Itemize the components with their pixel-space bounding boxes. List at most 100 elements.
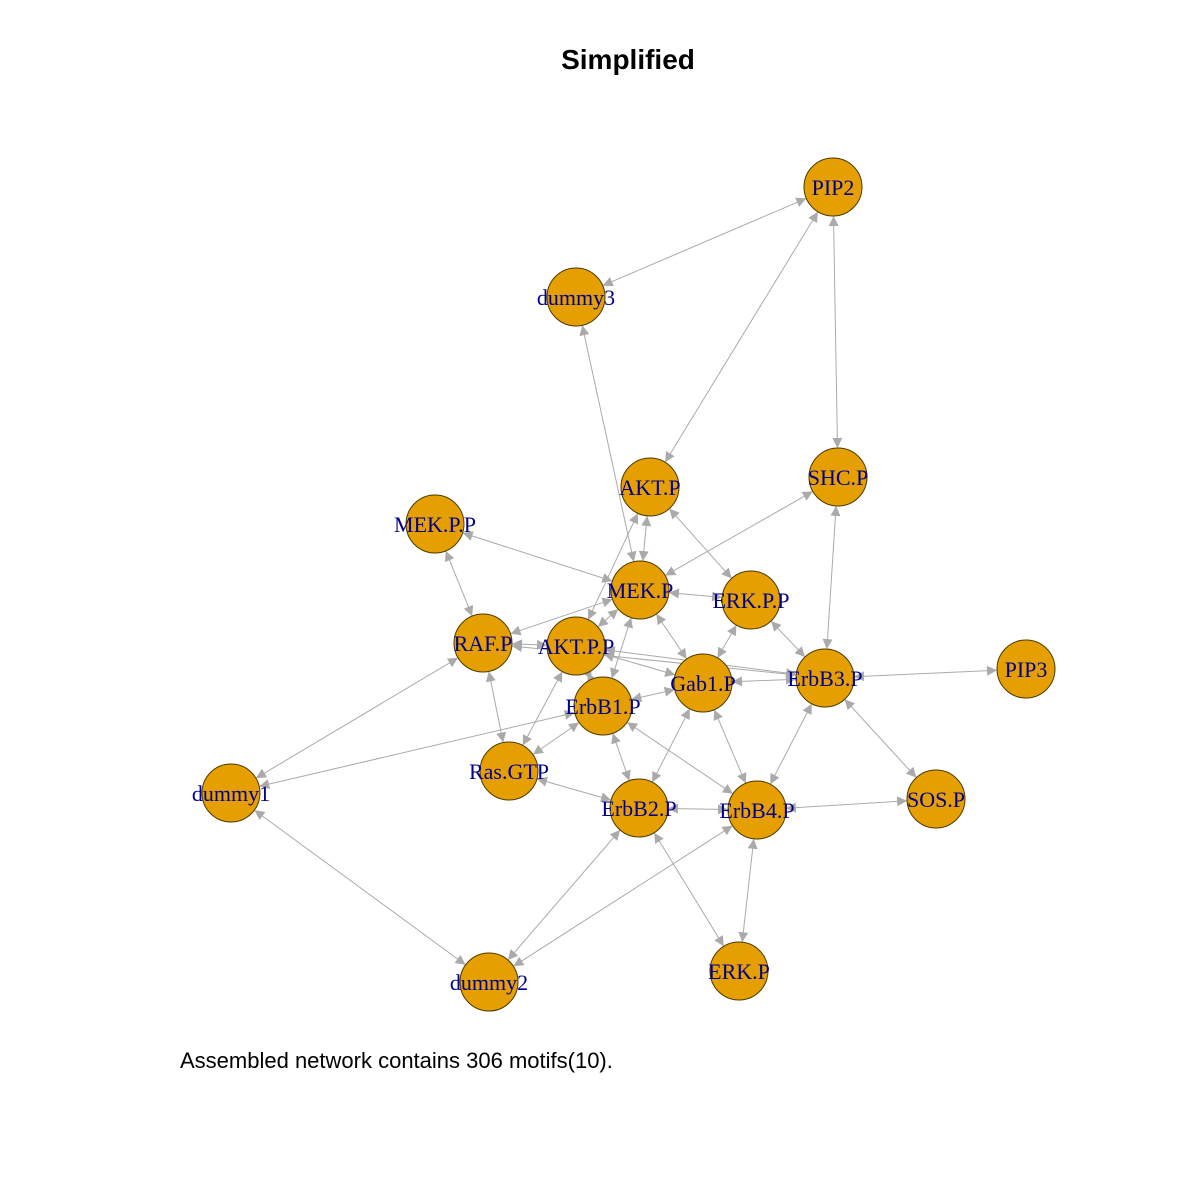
node-label-mek-p-p: MEK.P.P (394, 512, 476, 537)
edge-erbb2-p-erk-p (653, 832, 725, 947)
edge-akt-p-p-ras-gtp (522, 671, 563, 746)
node-circle-erbb1-p (573, 676, 633, 736)
node-circle-erbb2-p (609, 778, 669, 838)
edge-pip2-dummy3 (602, 197, 807, 287)
node-label-erbb2-p: ErbB2.P (601, 796, 676, 821)
node-label-akt-p-p: AKT.P.P (538, 634, 615, 659)
edge-erbb1-p-erbb4-p (626, 721, 734, 795)
edge-ras-gtp-erbb2-p (536, 776, 612, 803)
edge-mek-p-raf-p (510, 597, 613, 636)
node-circle-erk-p (709, 941, 769, 1001)
node-erbb4-p: ErbB4.P (719, 780, 795, 840)
edge-erbb3-p-pip3 (853, 665, 998, 682)
node-circle-erbb3-p (795, 648, 855, 708)
edge-mek-p-p-mek-p (462, 531, 613, 583)
edge-raf-p-dummy1 (255, 657, 459, 779)
node-label-erbb4-p: ErbB4.P (719, 798, 794, 823)
edge-gab1-p-erbb2-p (651, 708, 691, 783)
node-circle-dummy2 (459, 952, 519, 1012)
edge-erbb3-p-sos-p (844, 699, 917, 778)
node-ras-gtp: Ras.GTP (469, 741, 549, 801)
edge-akt-p-p-erbb1-p (582, 668, 597, 684)
node-label-sos-p: SOS.P (907, 787, 965, 812)
edge-gab1-p-erbb1-p (631, 686, 675, 703)
node-shc-p: SHC.P (808, 447, 869, 507)
node-gab1-p: Gab1.P (670, 653, 736, 713)
edge-erbb1-p-ras-gtp (532, 722, 580, 755)
node-label-shc-p: SHC.P (808, 465, 869, 490)
node-erbb1-p: ErbB1.P (565, 676, 641, 736)
node-label-mek-p: MEK.P (607, 578, 674, 603)
node-circle-pip3 (996, 639, 1056, 699)
edge-mek-p-erk-p-p (668, 588, 723, 602)
edge-dummy1-dummy2 (254, 809, 466, 966)
node-pip2: PIP2 (803, 157, 863, 217)
node-circle-mek-p-p (405, 494, 465, 554)
node-label-pip3: PIP3 (1005, 657, 1048, 682)
motif-caption: Assembled network contains 306 motifs(10… (180, 1048, 613, 1073)
node-sos-p: SOS.P (906, 769, 966, 829)
edge-erk-p-p-gab1-p (717, 624, 737, 659)
edge-erbb3-p-erbb4-p (769, 703, 813, 785)
node-label-dummy2: dummy2 (450, 970, 528, 995)
node-erk-p-p: ERK.P.P (712, 570, 790, 630)
node-dummy2: dummy2 (450, 952, 528, 1012)
node-label-dummy1: dummy1 (192, 781, 270, 806)
edge-mek-p-gab1-p (655, 613, 688, 660)
node-label-erk-p: ERK.P (708, 959, 770, 984)
node-circle-pip2 (803, 157, 863, 217)
node-circle-shc-p (808, 447, 868, 507)
edge-erk-p-p-erbb3-p (770, 620, 806, 658)
node-circle-akt-p (620, 457, 680, 517)
edge-shc-p-erbb3-p (822, 505, 841, 650)
node-mek-p-p: MEK.P.P (394, 494, 476, 554)
node-dummy3: dummy3 (537, 267, 615, 327)
edge-mek-p-p-raf-p (444, 550, 474, 617)
node-label-raf-p: RAF.P (454, 631, 513, 656)
node-circle-akt-p-p (546, 616, 606, 676)
node-circle-gab1-p (673, 653, 733, 713)
node-akt-p: AKT.P (619, 457, 681, 517)
edge-mek-p-akt-p-p (597, 608, 619, 628)
node-circle-mek-p (610, 560, 670, 620)
node-akt-p-p: AKT.P.P (538, 616, 615, 676)
edge-erbb4-p-sos-p (785, 796, 908, 813)
node-circle-raf-p (453, 613, 513, 673)
node-label-erk-p-p: ERK.P.P (712, 588, 789, 613)
edge-erbb4-p-erk-p (738, 838, 758, 943)
edge-gab1-p-erbb3-p (731, 674, 797, 687)
node-label-pip2: PIP2 (812, 175, 855, 200)
node-erbb3-p: ErbB3.P (787, 648, 863, 708)
node-mek-p: MEK.P (607, 560, 674, 620)
node-erk-p: ERK.P (708, 941, 770, 1001)
node-label-gab1-p: Gab1.P (670, 671, 735, 696)
node-circle-dummy1 (201, 763, 261, 823)
node-circle-erk-p-p (721, 570, 781, 630)
node-pip3: PIP3 (996, 639, 1056, 699)
edge-erbb2-p-erbb4-p (667, 803, 729, 815)
nodes-layer: PIP2 dummy3 AKT.P SHC.P MEK.P.P MEK.P ERK.P.P R… (192, 157, 1056, 1012)
edge-gab1-p-erbb4-p (713, 709, 747, 784)
edge-erbb1-p-erbb2-p (611, 733, 631, 781)
chart-title: Simplified (561, 44, 695, 75)
node-circle-dummy3 (546, 267, 606, 327)
node-circle-sos-p (906, 769, 966, 829)
edge-dummy3-mek-p (579, 325, 637, 562)
edges-layer (254, 197, 998, 967)
node-label-erbb1-p: ErbB1.P (565, 694, 640, 719)
node-dummy1: dummy1 (192, 763, 270, 823)
edge-pip2-akt-p (664, 211, 819, 463)
node-circle-erbb4-p (727, 780, 787, 840)
node-label-dummy3: dummy3 (537, 285, 615, 310)
edge-erbb1-p-dummy1 (259, 710, 575, 789)
edge-erbb2-p-dummy2 (507, 829, 621, 961)
node-raf-p: RAF.P (453, 613, 513, 673)
edge-mek-p-erbb1-p (610, 617, 633, 679)
edge-shc-p-mek-p (664, 490, 814, 577)
node-label-ras-gtp: Ras.GTP (469, 759, 549, 784)
node-circle-ras-gtp (479, 741, 539, 801)
edge-akt-p-mek-p (638, 515, 652, 562)
edge-pip2-shc-p (828, 215, 843, 449)
edge-erbb4-p-dummy2 (513, 825, 733, 967)
